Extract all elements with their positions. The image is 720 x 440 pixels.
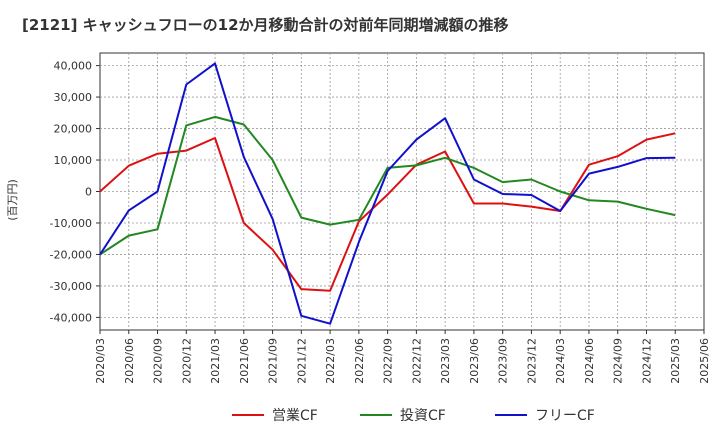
chart-title: [2121] キャッシュフローの12か月移動合計の対前年同期増減額の推移 [22, 16, 509, 34]
x-tick-label: 2022/03 [324, 338, 337, 384]
x-tick-label: 2023/06 [468, 338, 481, 384]
x-tick-label: 2020/12 [180, 338, 193, 384]
x-tick-label: 2023/09 [497, 338, 510, 384]
x-tick-label: 2024/09 [612, 338, 625, 384]
y-tick-label: -10,000 [50, 217, 92, 230]
x-tick-label: 2025/06 [698, 338, 711, 384]
x-tick-label: 2023/12 [525, 338, 538, 384]
legend-label: フリーCF [535, 408, 595, 424]
x-tick-label: 2021/09 [267, 338, 280, 384]
legend-label: 投資CF [400, 408, 446, 424]
series-line [99, 132, 676, 292]
x-tick-label: 2021/03 [209, 338, 222, 384]
y-axis-ticks: 40,000 30,000 20,000 10,000 0 -10,000 -20,000 -… [50, 60, 100, 324]
x-tick-label: 2022/12 [410, 338, 423, 384]
x-tick-label: 2024/12 [640, 338, 653, 384]
x-tick-label: 2020/06 [123, 338, 136, 384]
y-tick-label: 30,000 [54, 91, 93, 104]
x-tick-label: 2024/03 [554, 338, 567, 384]
x-tick-label: 2020/09 [152, 338, 165, 384]
x-tick-label: 2021/06 [238, 338, 251, 384]
legend-label: 営業CF [272, 408, 318, 424]
series-lines [99, 62, 676, 325]
grid [100, 53, 704, 330]
x-tick-label: 2023/03 [439, 338, 452, 384]
y-tick-label: -30,000 [50, 280, 92, 293]
y-tick-label: -20,000 [50, 248, 92, 261]
y-tick-label: 0 [85, 186, 92, 199]
x-axis-ticks: 2020/03 2020/06 2020/09 2020/12 2021/03 2021/… [94, 330, 711, 384]
x-tick-label: 2022/06 [353, 338, 366, 384]
legend: 営業CF 投資CF フリーCF [232, 408, 595, 424]
x-tick-label: 2025/03 [669, 338, 682, 384]
series-line [99, 62, 676, 325]
y-tick-label: -40,000 [50, 311, 92, 324]
y-axis-label: (百万円) [6, 179, 19, 221]
y-tick-label: 20,000 [54, 123, 93, 136]
y-tick-label: 10,000 [54, 154, 93, 167]
x-tick-label: 2021/12 [295, 338, 308, 384]
x-tick-label: 2022/09 [382, 338, 395, 384]
x-tick-label: 2020/03 [94, 338, 107, 384]
y-tick-label: 40,000 [54, 60, 93, 73]
series-line [99, 115, 676, 256]
x-tick-label: 2024/06 [583, 338, 596, 384]
